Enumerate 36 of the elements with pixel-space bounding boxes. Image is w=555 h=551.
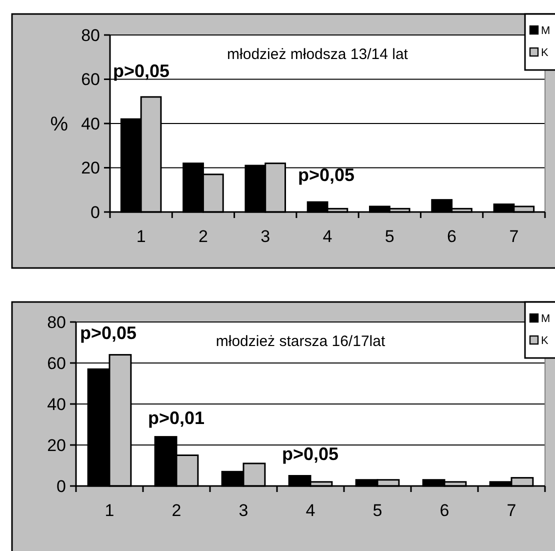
legend-label: M: [541, 312, 550, 325]
x-tick-label: 5: [384, 227, 394, 246]
y-tick-label: 80: [47, 312, 66, 332]
annotation: p>0,05: [298, 165, 355, 185]
x-tick-label: 5: [372, 501, 382, 520]
y-tick-label: 20: [81, 158, 100, 178]
annotation: p>0,05: [80, 323, 137, 343]
annotation: p>0,05: [113, 61, 170, 81]
y-tick-label: 60: [81, 70, 100, 90]
x-tick-label: 2: [198, 227, 208, 246]
x-tick-label: 7: [509, 227, 519, 246]
text: młodzież młodsza 13/14 lat: [227, 46, 409, 63]
x-tick-label: 4: [322, 227, 332, 246]
x-tick-label: 7: [506, 501, 516, 520]
x-tick-label: 4: [306, 501, 316, 520]
y-tick-label: 40: [81, 114, 100, 134]
legend-label: K: [541, 46, 549, 59]
x-tick-label: 2: [172, 501, 182, 520]
y-tick-label: 0: [90, 202, 100, 222]
legend-label: K: [541, 334, 549, 347]
text: młodzież starsza 16/17lat: [216, 333, 386, 350]
legend-label: M: [541, 24, 550, 37]
x-tick-label: 6: [447, 227, 457, 246]
y-tick-label: 40: [47, 394, 66, 414]
annotation: p>0,01: [148, 408, 205, 428]
y-tick-label: 20: [47, 436, 66, 455]
x-tick-label: 6: [440, 501, 450, 520]
x-tick-label: 3: [238, 501, 248, 520]
x-tick-label: 1: [136, 227, 146, 246]
y-tick-label: 80: [81, 26, 100, 45]
y-axis-title: %: [50, 114, 68, 136]
x-tick-label: 3: [260, 227, 270, 246]
x-tick-label: 1: [104, 501, 114, 520]
annotation: p>0,05: [282, 444, 339, 464]
y-tick-label: 60: [47, 354, 66, 373]
y-tick-label: 0: [56, 476, 66, 496]
